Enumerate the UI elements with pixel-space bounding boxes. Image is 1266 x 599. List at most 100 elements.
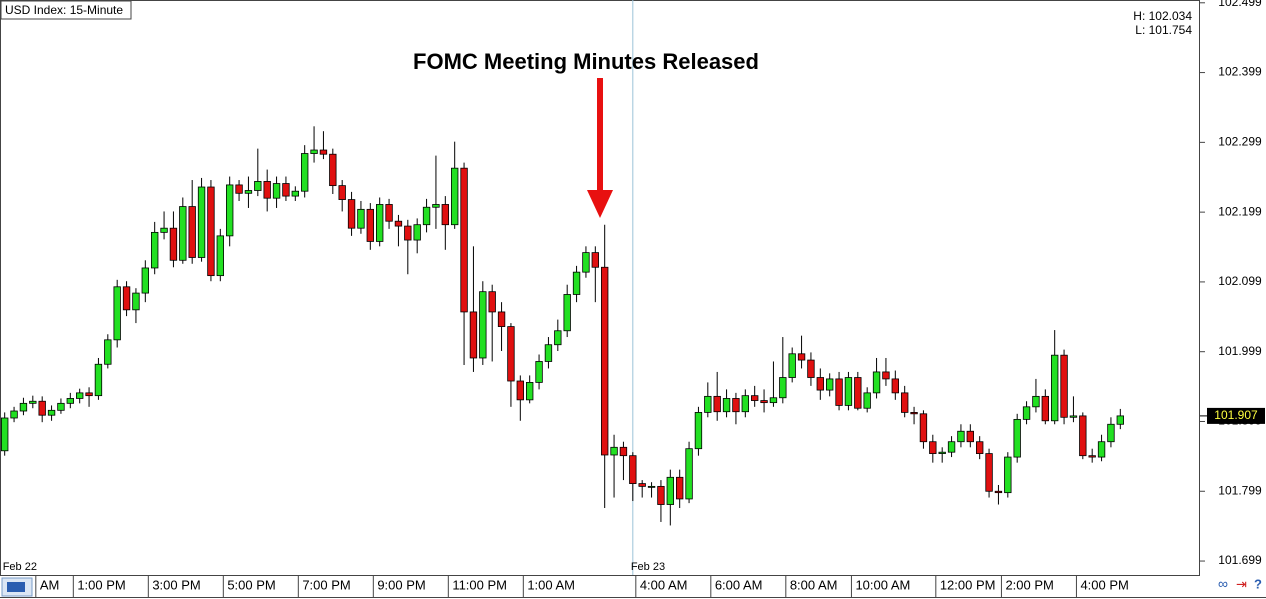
candle-body [816, 377, 824, 391]
candle-body [610, 446, 618, 456]
candle-body [619, 446, 628, 457]
y-tick-label: 102.299 [1218, 135, 1262, 149]
help-icon[interactable]: ? [1254, 576, 1262, 591]
y-tick-label: 102.499 [1218, 0, 1262, 9]
candle-body [422, 206, 431, 226]
candle-body [694, 412, 703, 450]
candle-body [929, 441, 937, 454]
candle-body [469, 311, 478, 359]
candle-body [1051, 354, 1059, 422]
candle-body [432, 204, 440, 208]
candle-body [826, 378, 834, 391]
candle-body [235, 184, 243, 194]
candle-body [966, 430, 974, 443]
x-tick-label: 1:00 AM [527, 577, 575, 592]
last-price-box [1207, 407, 1265, 424]
candle-body [976, 441, 984, 454]
candle-body [347, 199, 356, 229]
candle-body [57, 402, 65, 411]
candle-body [544, 344, 553, 362]
candle-body [1004, 456, 1012, 494]
candle-body [947, 441, 956, 453]
arrow-icon[interactable]: ⇥ [1236, 576, 1247, 591]
candle-body [366, 208, 374, 242]
candle-body [1013, 418, 1021, 458]
candle-body [919, 413, 928, 443]
candle-body [741, 395, 749, 413]
candle-body [704, 395, 712, 413]
candle-body [460, 167, 468, 313]
candle-body [357, 208, 365, 229]
candle-body [638, 483, 646, 487]
candle-body [854, 377, 862, 409]
x-tick-label: 2:00 PM [1005, 577, 1053, 592]
candle-body [151, 231, 159, 269]
candle-body [38, 400, 46, 416]
candle-body [563, 294, 571, 332]
candle-body [807, 359, 815, 378]
candle-body [329, 153, 337, 187]
candle-body [479, 291, 487, 359]
candle-body [657, 485, 665, 505]
candle-body [591, 252, 599, 268]
link-icon[interactable]: ∞ [1218, 576, 1228, 592]
candle-body [507, 326, 515, 382]
candle-body [582, 252, 590, 273]
candle-body [179, 206, 187, 261]
candle-body [722, 398, 731, 413]
candle-body [169, 227, 178, 261]
x-tick-label: 4:00 PM [1080, 577, 1128, 592]
candle-body [732, 398, 740, 413]
candle-body [404, 225, 412, 241]
date-label: Feb 22 [3, 561, 37, 573]
menu-icon [7, 582, 25, 592]
candle-body [516, 380, 524, 401]
candle-body [863, 392, 871, 409]
y-tick-label: 101.799 [1218, 483, 1262, 497]
candle-body [113, 286, 121, 341]
candle-body [66, 398, 74, 404]
x-tick-label: 11:00 PM [452, 577, 507, 592]
candle-body [1116, 415, 1124, 425]
candle-body [1097, 441, 1106, 458]
candle-body [301, 153, 309, 192]
low-label: L: 101.754 [1135, 23, 1192, 37]
candle-body [985, 453, 993, 492]
title-box [0, 0, 132, 20]
candle-body [994, 490, 1003, 494]
candle-body [272, 183, 281, 199]
candle-body [844, 377, 853, 406]
candle-body [788, 353, 796, 378]
x-tick-label: 10:00 AM [855, 577, 910, 592]
candle-body [413, 224, 421, 241]
candle-body [104, 339, 112, 365]
candle-body [572, 271, 581, 295]
candle-body [19, 402, 28, 412]
candle-body [310, 149, 318, 154]
candle-body [160, 227, 168, 233]
candle-body [1032, 395, 1040, 408]
candle-body [254, 181, 262, 191]
candle-body [338, 185, 346, 200]
candle-body [751, 395, 759, 401]
candle-body [685, 448, 693, 500]
candle-body [29, 400, 37, 404]
candle-body [1060, 354, 1068, 418]
candle-body [188, 206, 196, 258]
x-tick-label: 3:00 PM [152, 577, 200, 592]
candle-body [910, 412, 918, 415]
x-tick-label: 12:00 PM [940, 577, 996, 592]
candle-body [76, 392, 84, 399]
x-tick-label: 8:00 AM [790, 577, 838, 592]
candle-body [207, 186, 215, 277]
candle-body [535, 361, 543, 383]
candle-body [394, 220, 403, 227]
candle-body [385, 204, 393, 222]
candle-body [1, 417, 9, 452]
candle-body [1088, 455, 1096, 458]
candle-body [132, 292, 140, 311]
candle-body [197, 186, 206, 258]
candle-body [488, 291, 496, 313]
candle-body [872, 371, 881, 394]
candle-body [835, 378, 843, 406]
